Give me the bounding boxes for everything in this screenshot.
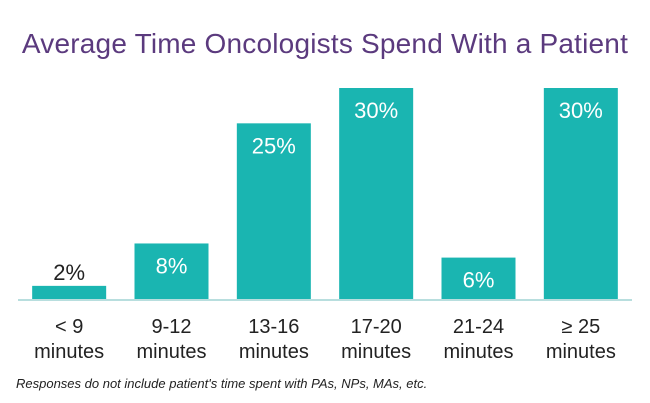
- bar-5: [543, 88, 618, 300]
- category-label-0-line-0: < 9: [55, 316, 83, 338]
- category-label-1-line-1: minutes: [136, 341, 206, 363]
- category-label-5-line-0: ≥ 25: [561, 316, 600, 338]
- bar-0: [32, 285, 107, 300]
- category-label-5-line-1: minutes: [546, 341, 616, 363]
- category-label-2-line-0: 13-16: [248, 316, 299, 338]
- chart-title: Average Time Oncologists Spend With a Pa…: [21, 28, 629, 59]
- category-label-1-line-0: 9-12: [151, 316, 191, 338]
- bar-1: [134, 243, 209, 300]
- category-label-2-line-1: minutes: [239, 341, 309, 363]
- category-label-3-line-1: minutes: [341, 341, 411, 363]
- footnote: Responses do not include patient's time …: [16, 376, 428, 391]
- category-label-4-line-1: minutes: [443, 341, 513, 363]
- data-label-1: 8%: [156, 253, 188, 278]
- bar-3: [339, 88, 414, 300]
- data-label-4: 6%: [463, 268, 495, 293]
- data-label-2: 25%: [252, 133, 296, 158]
- category-label-4-line-0: 21-24: [453, 316, 504, 338]
- bar-4: [441, 257, 516, 300]
- data-label-3: 30%: [354, 98, 398, 123]
- category-label-3-line-0: 17-20: [351, 316, 402, 338]
- category-label-0-line-1: minutes: [34, 341, 104, 363]
- data-label-0: 2%: [53, 260, 85, 285]
- category-labels-group: < 9 minutes 9-12 minutes 13-16 minutes 17-20 mi…: [34, 316, 616, 363]
- bar-2: [236, 123, 311, 300]
- data-labels-group: 2% 8% 25% 30% 6% 30%: [53, 98, 603, 293]
- data-label-5: 30%: [559, 98, 603, 123]
- bars-group: [32, 88, 618, 300]
